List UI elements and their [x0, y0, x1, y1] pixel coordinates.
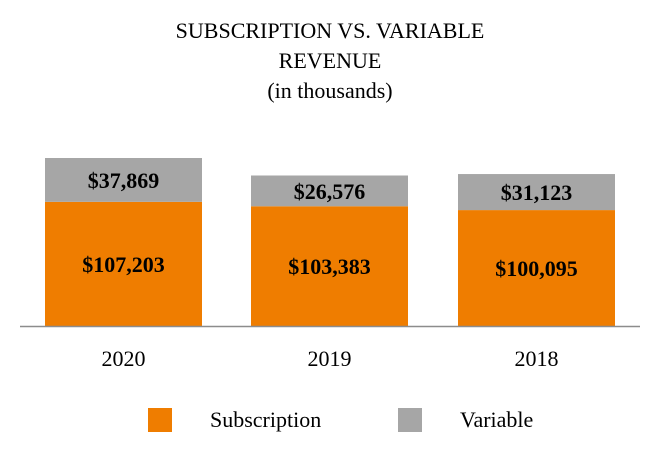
- x-tick-label-2018: 2018: [515, 346, 559, 371]
- bar-subscription-2019: [251, 206, 408, 326]
- chart-title-line2: REVENUE: [278, 48, 382, 73]
- bar-subscription-2020: [45, 201, 202, 326]
- bar-variable-2019: [251, 175, 408, 207]
- stacked-bar-chart: $107,203 $37,869 2020 $103,383 $26,576 2019 $1…: [20, 158, 640, 371]
- data-label-subscription-2020: $107,203: [82, 252, 165, 277]
- legend-label-variable: Variable: [460, 407, 534, 432]
- legend-label-subscription: Subscription: [210, 407, 322, 432]
- data-label-variable-2018: $31,123: [501, 180, 573, 205]
- bar-subscription-2018: [458, 210, 615, 326]
- x-tick-label-2019: 2019: [308, 346, 352, 371]
- bar-variable-2018: [458, 174, 615, 211]
- legend-swatch-subscription: [148, 408, 172, 432]
- chart-title: SUBSCRIPTION VS. VARIABLE: [175, 18, 485, 43]
- x-tick-label-2020: 2020: [102, 346, 146, 371]
- legend: Subscription Variable: [0, 406, 660, 436]
- data-label-subscription-2019: $103,383: [288, 254, 371, 279]
- legend-swatch-variable: [398, 408, 422, 432]
- chart-subtitle: (in thousands): [267, 78, 393, 103]
- data-label-variable-2019: $26,576: [294, 179, 366, 204]
- bar-variable-2020: [45, 158, 202, 202]
- data-label-subscription-2018: $100,095: [495, 256, 578, 281]
- data-label-variable-2020: $37,869: [88, 168, 160, 193]
